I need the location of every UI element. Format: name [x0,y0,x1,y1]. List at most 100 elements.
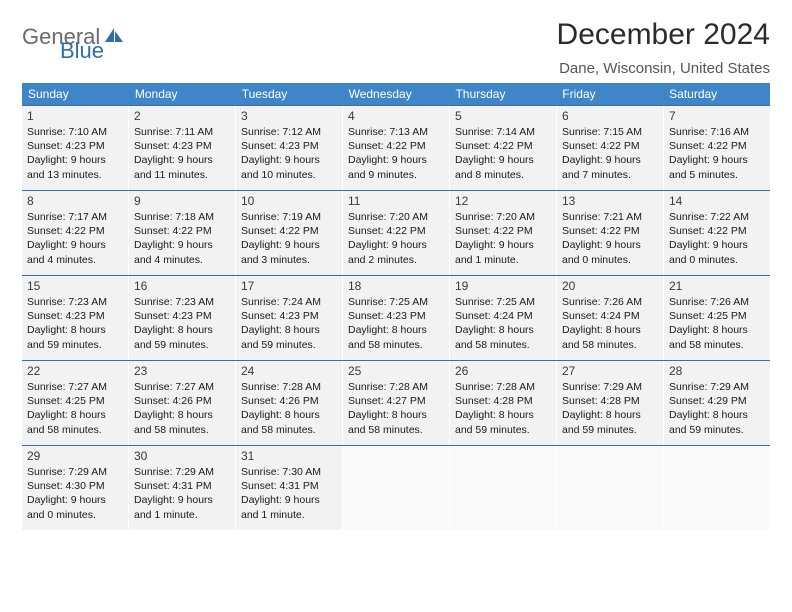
calendar-cell: 16 Sunrise: 7:23 AMSunset: 4:23 PMDayligh… [129,276,236,360]
calendar-cell: 23Sunrise: 7:27 AMSunset: 4:26 PMDayligh… [129,361,236,445]
calendar-cell: 28 Sunrise: 7:29 AMSunset: 4:29 PMDayligh… [664,361,770,445]
day-info: Sunrise: 7:17 AMSunset: 4:22 PMDaylight:… [27,210,123,267]
logo-text-blue: Blue [60,38,104,63]
day-number: 12 [455,194,551,208]
calendar-cell: 22Sunrise: 7:27 AMSunset: 4:25 PMDayligh… [22,361,129,445]
calendar-row: 1 Sunrise: 7:10 AMSunset: 4:23 PMDaylight… [22,105,770,190]
day-info: Sunrise: 7:23 AMSunset: 4:23 PMDaylight:… [134,295,230,352]
calendar-cell: 31 Sunrise: 7:30 AMSunset: 4:31 PMDayligh… [236,446,343,530]
day-number: 31 [241,449,337,463]
day-number: 26 [455,364,551,378]
day-number: 22 [27,364,123,378]
day-number: 1 [27,109,123,123]
day-info: Sunrise: 7:23 AMSunset: 4:23 PMDaylight:… [27,295,123,352]
day-number: 7 [669,109,765,123]
day-info: Sunrise: 7:30 AMSunset: 4:31 PMDaylight:… [241,465,337,522]
day-info: Sunrise: 7:29 AMSunset: 4:29 PMDaylight:… [669,380,765,437]
calendar-cell: 15Sunrise: 7:23 AMSunset: 4:23 PMDayligh… [22,276,129,360]
day-number: 19 [455,279,551,293]
day-info: Sunrise: 7:10 AMSunset: 4:23 PMDaylight:… [27,125,123,182]
day-number: 14 [669,194,765,208]
day-number: 27 [562,364,658,378]
day-number: 5 [455,109,551,123]
day-info: Sunrise: 7:12 AMSunset: 4:23 PMDaylight:… [241,125,337,182]
day-info: Sunrise: 7:20 AMSunset: 4:22 PMDaylight:… [348,210,444,267]
calendar-cell: 10 Sunrise: 7:19 AMSunset: 4:22 PMDayligh… [236,191,343,275]
day-number: 2 [134,109,230,123]
day-header: Saturday [663,83,770,105]
day-number: 21 [669,279,765,293]
calendar-cell: 21 Sunrise: 7:26 AMSunset: 4:25 PMDayligh… [664,276,770,360]
day-info: Sunrise: 7:25 AMSunset: 4:24 PMDaylight:… [455,295,551,352]
day-info: Sunrise: 7:16 AMSunset: 4:22 PMDaylight:… [669,125,765,182]
day-info: Sunrise: 7:22 AMSunset: 4:22 PMDaylight:… [669,210,765,267]
calendar-cell: 26 Sunrise: 7:28 AMSunset: 4:28 PMDayligh… [450,361,557,445]
day-number: 10 [241,194,337,208]
day-number: 29 [27,449,123,463]
day-info: Sunrise: 7:28 AMSunset: 4:27 PMDaylight:… [348,380,444,437]
calendar-row: 15Sunrise: 7:23 AMSunset: 4:23 PMDayligh… [22,275,770,360]
calendar-row: 8 Sunrise: 7:17 AMSunset: 4:22 PMDaylight… [22,190,770,275]
day-info: Sunrise: 7:25 AMSunset: 4:23 PMDaylight:… [348,295,444,352]
day-info: Sunrise: 7:11 AMSunset: 4:23 PMDaylight:… [134,125,230,182]
calendar-row: 22Sunrise: 7:27 AMSunset: 4:25 PMDayligh… [22,360,770,445]
day-info: Sunrise: 7:24 AMSunset: 4:23 PMDaylight:… [241,295,337,352]
calendar: SundayMondayTuesdayWednesdayThursdayFrid… [22,83,770,530]
calendar-cell: 24 Sunrise: 7:28 AMSunset: 4:26 PMDayligh… [236,361,343,445]
day-info: Sunrise: 7:15 AMSunset: 4:22 PMDaylight:… [562,125,658,182]
day-info: Sunrise: 7:19 AMSunset: 4:22 PMDaylight:… [241,210,337,267]
calendar-cell: 5 Sunrise: 7:14 AMSunset: 4:22 PMDaylight… [450,106,557,190]
day-header: Tuesday [236,83,343,105]
day-info: Sunrise: 7:20 AMSunset: 4:22 PMDaylight:… [455,210,551,267]
calendar-cell: 17 Sunrise: 7:24 AMSunset: 4:23 PMDayligh… [236,276,343,360]
day-number: 9 [134,194,230,208]
day-number: 28 [669,364,765,378]
calendar-cell: 2 Sunrise: 7:11 AMSunset: 4:23 PMDaylight… [129,106,236,190]
calendar-row: 29 Sunrise: 7:29 AMSunset: 4:30 PMDayligh… [22,445,770,530]
day-number: 18 [348,279,444,293]
calendar-cell-empty [450,446,557,530]
calendar-header: SundayMondayTuesdayWednesdayThursdayFrid… [22,83,770,105]
day-number: 11 [348,194,444,208]
calendar-cell: 29 Sunrise: 7:29 AMSunset: 4:30 PMDayligh… [22,446,129,530]
calendar-cell: 3Sunrise: 7:12 AMSunset: 4:23 PMDaylight… [236,106,343,190]
day-number: 25 [348,364,444,378]
day-number: 13 [562,194,658,208]
day-info: Sunrise: 7:29 AMSunset: 4:28 PMDaylight:… [562,380,658,437]
day-number: 4 [348,109,444,123]
calendar-cell-empty [343,446,450,530]
day-number: 16 [134,279,230,293]
day-info: Sunrise: 7:29 AMSunset: 4:30 PMDaylight:… [27,465,123,522]
day-info: Sunrise: 7:13 AMSunset: 4:22 PMDaylight:… [348,125,444,182]
calendar-cell: 12 Sunrise: 7:20 AMSunset: 4:22 PMDayligh… [450,191,557,275]
calendar-cell: 13 Sunrise: 7:21 AMSunset: 4:22 PMDayligh… [557,191,664,275]
day-header: Friday [556,83,663,105]
day-header: Monday [129,83,236,105]
calendar-cell: 14 Sunrise: 7:22 AMSunset: 4:22 PMDayligh… [664,191,770,275]
calendar-cell: 20 Sunrise: 7:26 AMSunset: 4:24 PMDayligh… [557,276,664,360]
day-info: Sunrise: 7:28 AMSunset: 4:26 PMDaylight:… [241,380,337,437]
day-info: Sunrise: 7:27 AMSunset: 4:26 PMDaylight:… [134,380,230,437]
day-number: 24 [241,364,337,378]
calendar-cell: 9 Sunrise: 7:18 AMSunset: 4:22 PMDaylight… [129,191,236,275]
calendar-cell: 18 Sunrise: 7:25 AMSunset: 4:23 PMDayligh… [343,276,450,360]
day-header: Sunday [22,83,129,105]
day-info: Sunrise: 7:26 AMSunset: 4:25 PMDaylight:… [669,295,765,352]
day-number: 8 [27,194,123,208]
day-info: Sunrise: 7:18 AMSunset: 4:22 PMDaylight:… [134,210,230,267]
day-info: Sunrise: 7:21 AMSunset: 4:22 PMDaylight:… [562,210,658,267]
calendar-cell: 1 Sunrise: 7:10 AMSunset: 4:23 PMDaylight… [22,106,129,190]
day-info: Sunrise: 7:14 AMSunset: 4:22 PMDaylight:… [455,125,551,182]
calendar-cell: 6Sunrise: 7:15 AMSunset: 4:22 PMDaylight… [557,106,664,190]
calendar-cell: 25 Sunrise: 7:28 AMSunset: 4:27 PMDayligh… [343,361,450,445]
calendar-cell-empty [664,446,770,530]
day-info: Sunrise: 7:26 AMSunset: 4:24 PMDaylight:… [562,295,658,352]
day-info: Sunrise: 7:28 AMSunset: 4:28 PMDaylight:… [455,380,551,437]
day-header: Wednesday [343,83,450,105]
calendar-cell: 4 Sunrise: 7:13 AMSunset: 4:22 PMDaylight… [343,106,450,190]
day-number: 17 [241,279,337,293]
day-number: 30 [134,449,230,463]
calendar-cell: 27 Sunrise: 7:29 AMSunset: 4:28 PMDayligh… [557,361,664,445]
day-number: 20 [562,279,658,293]
calendar-cell-empty [557,446,664,530]
